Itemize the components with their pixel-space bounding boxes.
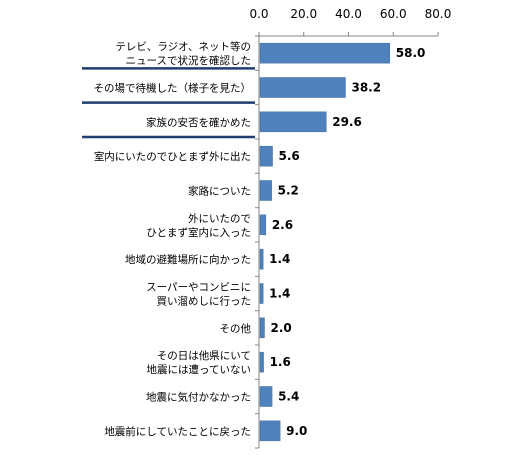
- category-label: 家路についた: [188, 185, 251, 198]
- bar: [259, 77, 346, 98]
- bar: [259, 111, 327, 133]
- category-label: その日は他県にいて: [157, 349, 251, 362]
- data-label: 2.6: [272, 218, 293, 232]
- category-label: テレビ、ラジオ、ネット等の: [115, 40, 251, 53]
- data-label: 1.4: [269, 252, 290, 266]
- x-tick-label: 80.0: [425, 7, 452, 21]
- category-label: ニュースで状況を確認した: [126, 54, 251, 67]
- bar: [259, 420, 281, 442]
- bar: [259, 386, 273, 407]
- category-label: 地震に気付かなかった: [146, 391, 251, 404]
- bar: [259, 214, 267, 236]
- category-label: 地震には遭っていない: [147, 363, 251, 376]
- category-label: 室内にいたのでひとまず外に出た: [94, 150, 251, 163]
- category-label: 地震前にしていたことに戻った: [104, 425, 251, 438]
- x-tick-label: 20.0: [290, 7, 317, 21]
- bar: [259, 351, 264, 373]
- category-label: 地域の避難場所に向かった: [125, 253, 251, 266]
- bar: [259, 317, 265, 339]
- category-label: スーパーやコンビニに: [146, 282, 251, 294]
- bar: [259, 145, 273, 167]
- data-label: 1.6: [270, 355, 291, 369]
- category-label: 外にいたので: [188, 213, 251, 225]
- category-label: 家族の安否を確かめた: [146, 116, 251, 129]
- bar: [259, 283, 264, 304]
- category-label: その場で待機した（様子を見た）: [94, 82, 252, 95]
- data-label: 29.6: [332, 115, 362, 129]
- data-label: 5.6: [279, 149, 300, 163]
- data-label: 38.2: [351, 81, 381, 95]
- category-label: ひとまず室内に入った: [146, 226, 251, 239]
- x-tick-label: 0.0: [249, 7, 268, 21]
- x-tick-label: 60.0: [380, 7, 407, 21]
- category-label: その他: [220, 322, 252, 335]
- data-label: 5.2: [278, 184, 299, 198]
- category-label: 買い溜めしに行った: [157, 295, 252, 308]
- data-label: 5.4: [278, 390, 299, 404]
- bar: [259, 42, 391, 64]
- data-label: 2.0: [270, 321, 291, 335]
- data-label: 58.0: [396, 46, 426, 60]
- data-label: 1.4: [269, 287, 290, 301]
- bar: [259, 248, 264, 270]
- data-label: 9.0: [286, 424, 307, 438]
- x-tick-label: 40.0: [335, 7, 362, 21]
- bar: [259, 180, 272, 201]
